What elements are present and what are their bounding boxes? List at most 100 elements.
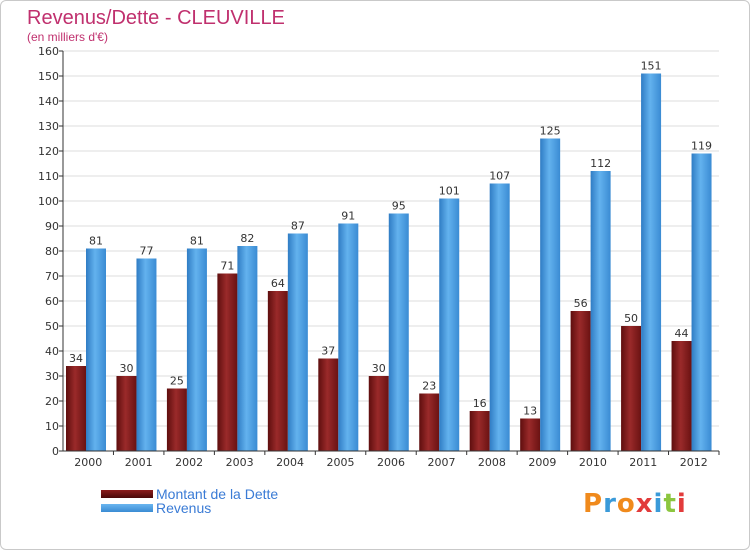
legend-label-debt: Montant de la Dette bbox=[156, 486, 279, 502]
bar-revenue bbox=[439, 198, 460, 451]
logo-letter: i bbox=[653, 489, 664, 519]
bar-debt bbox=[267, 291, 288, 451]
data-label-debt: 16 bbox=[473, 397, 487, 410]
axes: 0 10 20 30 40 50 60 70 80 90 100 110 120 130 140 150 160… bbox=[38, 45, 720, 469]
bar-revenue bbox=[186, 248, 207, 451]
bar-debt bbox=[419, 393, 440, 451]
data-label-revenue: 151 bbox=[641, 60, 662, 73]
y-tick-label: 70 bbox=[45, 270, 59, 283]
x-tick-label: 2004 bbox=[276, 456, 304, 469]
bar-debt bbox=[66, 366, 86, 451]
bar-debt bbox=[368, 376, 389, 451]
data-label-debt: 71 bbox=[220, 260, 234, 273]
proxiti-logo: Proxiti bbox=[583, 489, 687, 519]
data-label-revenue: 81 bbox=[89, 235, 103, 248]
y-tick-label: 40 bbox=[45, 345, 59, 358]
bar-debt bbox=[469, 411, 490, 451]
logo-letter: o bbox=[616, 489, 636, 519]
x-tick-label: 2011 bbox=[629, 456, 657, 469]
data-label-debt: 37 bbox=[321, 345, 335, 358]
data-label-debt: 44 bbox=[675, 327, 689, 340]
y-tick-label: 60 bbox=[45, 295, 59, 308]
logo-letter: i bbox=[676, 489, 687, 519]
data-label-debt: 30 bbox=[119, 362, 133, 375]
data-label-debt: 23 bbox=[422, 380, 436, 393]
data-label-revenue: 119 bbox=[691, 140, 712, 153]
data-label-revenue: 81 bbox=[190, 235, 204, 248]
data-label-revenue: 91 bbox=[341, 210, 355, 223]
bar-revenue bbox=[641, 73, 662, 451]
x-tick-label: 2003 bbox=[226, 456, 254, 469]
bar-debt bbox=[520, 418, 541, 451]
bar-revenue bbox=[691, 153, 712, 451]
logo-letter: r bbox=[603, 489, 617, 519]
data-label-debt: 30 bbox=[372, 362, 386, 375]
data-label-revenue: 125 bbox=[540, 125, 561, 138]
data-label-revenue: 101 bbox=[439, 185, 460, 198]
y-tick-label: 160 bbox=[38, 45, 59, 58]
y-tick-label: 50 bbox=[45, 320, 59, 333]
bar-debt bbox=[166, 388, 187, 451]
bar-debt bbox=[217, 273, 238, 451]
x-tick-label: 2001 bbox=[125, 456, 153, 469]
data-label-debt: 13 bbox=[523, 405, 537, 418]
legend-item-revenue: Revenus bbox=[101, 500, 278, 516]
x-tick-label: 2010 bbox=[579, 456, 607, 469]
bar-debt bbox=[621, 326, 642, 451]
x-tick-label: 2002 bbox=[175, 456, 203, 469]
x-tick-label: 2007 bbox=[427, 456, 455, 469]
y-tick-label: 130 bbox=[38, 120, 59, 133]
data-label-revenue: 107 bbox=[489, 170, 510, 183]
legend-item-debt: Montant de la Dette bbox=[101, 486, 279, 502]
data-label-revenue: 87 bbox=[291, 220, 305, 233]
data-label-debt: 34 bbox=[69, 352, 83, 365]
bar-revenue bbox=[237, 246, 258, 451]
logo-letter: P bbox=[583, 489, 604, 519]
legend-swatch-debt bbox=[101, 490, 153, 498]
x-tick-label: 2009 bbox=[528, 456, 556, 469]
x-tick-label: 2000 bbox=[74, 456, 102, 469]
y-tick-label: 80 bbox=[45, 245, 59, 258]
y-tick-label: 100 bbox=[38, 195, 59, 208]
data-labels: 34 81 30 77 25 81 71 82 64 87 37 91 30 95 23 101 16 107 13… bbox=[69, 60, 712, 418]
y-tick-label: 110 bbox=[38, 170, 59, 183]
data-label-revenue: 82 bbox=[240, 232, 254, 245]
y-tick-label: 120 bbox=[38, 145, 59, 158]
bar-debt bbox=[570, 311, 591, 451]
bar-revenue bbox=[338, 223, 359, 451]
x-tick-label: 2005 bbox=[327, 456, 355, 469]
chart-title: Revenus/Dette - CLEUVILLE bbox=[27, 7, 285, 29]
bar-revenue bbox=[489, 183, 510, 451]
y-tick-label: 150 bbox=[38, 70, 59, 83]
logo-letter: t bbox=[663, 489, 677, 519]
bar-revenue bbox=[590, 171, 611, 451]
data-label-debt: 25 bbox=[170, 375, 184, 388]
legend-label-revenue: Revenus bbox=[156, 500, 212, 516]
bar-revenue bbox=[86, 248, 106, 451]
y-tick-label: 0 bbox=[52, 445, 59, 458]
bar-revenue bbox=[287, 233, 308, 451]
data-label-revenue: 77 bbox=[139, 245, 153, 258]
bar-revenue bbox=[136, 258, 157, 451]
y-tick-label: 20 bbox=[45, 395, 59, 408]
data-label-debt: 56 bbox=[574, 297, 588, 310]
logo-letter: x bbox=[635, 489, 654, 519]
chart-subtitle: (en milliers d'€) bbox=[27, 30, 108, 44]
data-label-revenue: 112 bbox=[590, 157, 611, 170]
y-tick-label: 140 bbox=[38, 95, 59, 108]
bar-revenue bbox=[540, 138, 561, 451]
bars bbox=[66, 73, 712, 451]
data-label-debt: 64 bbox=[271, 277, 285, 290]
data-label-debt: 50 bbox=[624, 312, 638, 325]
legend-swatch-revenue bbox=[101, 504, 153, 512]
y-tick-label: 90 bbox=[45, 220, 59, 233]
legend: Montant de la Dette Revenus bbox=[101, 486, 279, 516]
y-tick-label: 10 bbox=[45, 420, 59, 433]
bar-revenue bbox=[388, 213, 409, 451]
bar-debt bbox=[318, 358, 339, 451]
x-tick-label: 2012 bbox=[680, 456, 708, 469]
x-tick-label: 2008 bbox=[478, 456, 506, 469]
bar-debt bbox=[116, 376, 137, 451]
